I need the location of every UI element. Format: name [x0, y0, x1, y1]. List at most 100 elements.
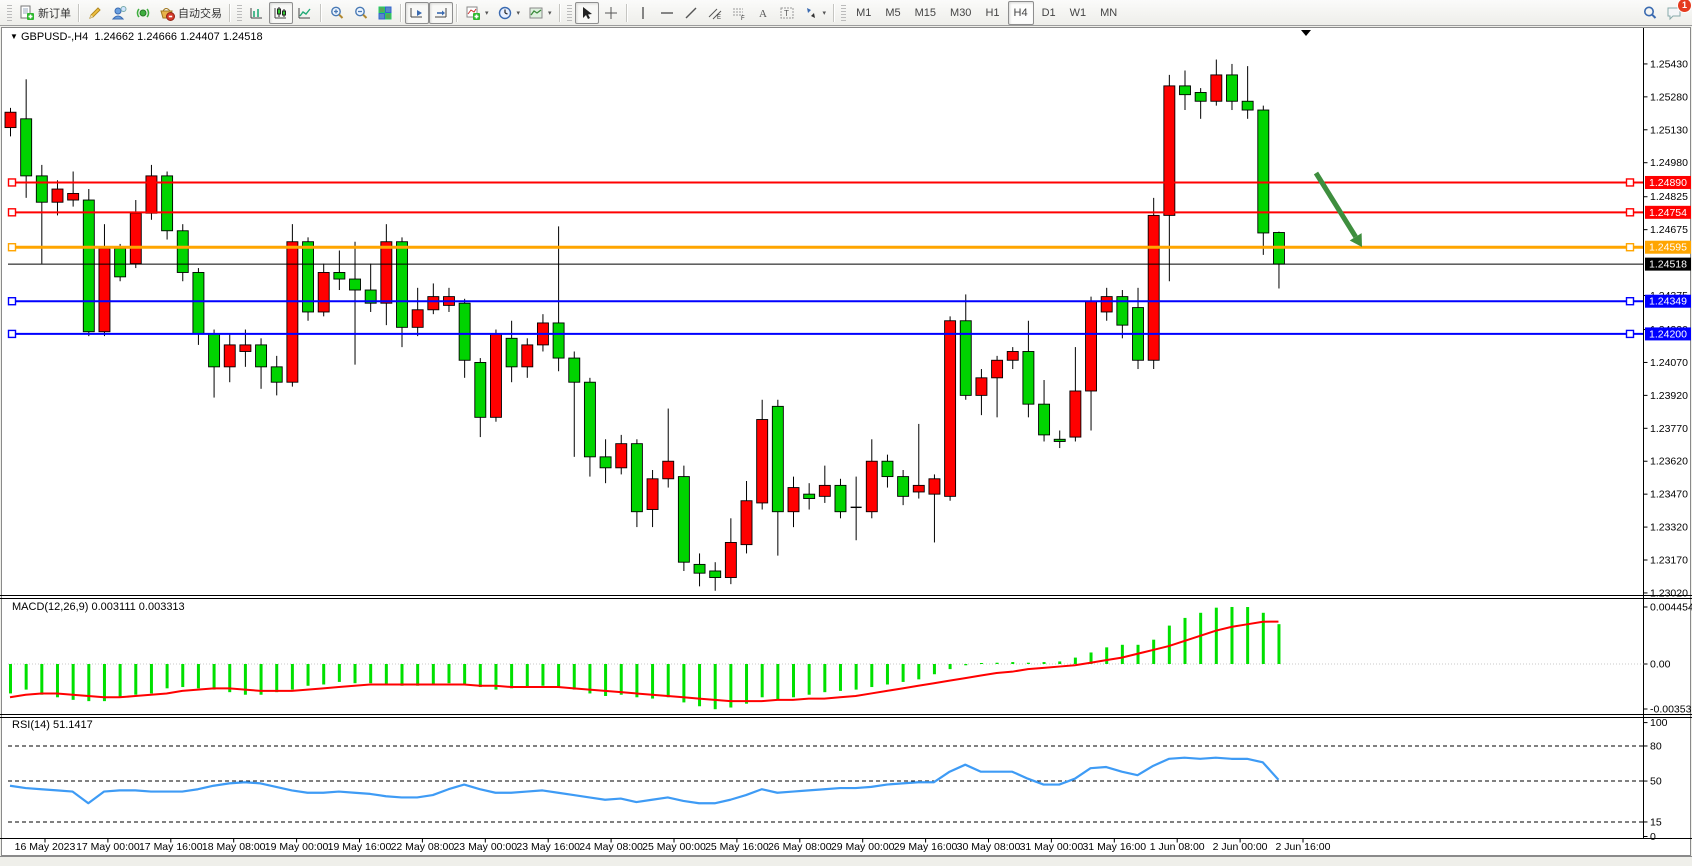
- price-tick-label: 1.25280: [1650, 91, 1688, 103]
- svg-text:1.24349: 1.24349: [1649, 296, 1687, 308]
- chat-button[interactable]: 1: [1662, 0, 1692, 24]
- time-tick-label: 29 May 16:00: [894, 841, 958, 853]
- macd-name: MACD(12,26,9): [12, 601, 89, 613]
- text-button[interactable]: A: [751, 2, 775, 24]
- trendline-button[interactable]: [679, 2, 703, 24]
- search-button[interactable]: [1638, 2, 1662, 24]
- time-tick-label: 26 May 08:00: [768, 841, 832, 853]
- line-handle[interactable]: [7, 329, 17, 339]
- vertical-line-button[interactable]: [631, 2, 655, 24]
- tile-windows-button[interactable]: [373, 2, 397, 24]
- candlestick-chart-button[interactable]: [269, 1, 293, 24]
- equidistant-channel-button[interactable]: E: [703, 2, 727, 24]
- line-handle[interactable]: [1625, 329, 1635, 339]
- time-tick-label: 22 May 08:00: [391, 841, 455, 853]
- chevron-down-icon: ▾: [822, 9, 827, 17]
- line-handle[interactable]: [1625, 208, 1635, 217]
- zoom-in-icon: [331, 6, 344, 19]
- line-chart-button[interactable]: [293, 2, 317, 24]
- shift-marker-icon[interactable]: [1301, 30, 1311, 36]
- time-tick-label: 17 May 00:00: [76, 841, 140, 853]
- price-tag: [1645, 205, 1691, 219]
- down-arrow-annotation[interactable]: [1313, 171, 1358, 239]
- macd-tick-label: -0.003533: [1650, 704, 1692, 716]
- rsi-line: [9, 756, 1280, 805]
- arrows-button[interactable]: ▾: [799, 2, 831, 24]
- main-toolbar: 新订单 自动交易: [0, 0, 1692, 26]
- svg-text:1.24200: 1.24200: [1649, 328, 1687, 340]
- time-tick-label: 25 May 00:00: [642, 841, 706, 853]
- fibonacci-icon: F: [732, 8, 745, 21]
- zoom-out-icon: [355, 6, 368, 19]
- line-handle[interactable]: [7, 208, 17, 217]
- line-handle[interactable]: [7, 178, 17, 187]
- price-tick-label: 1.24980: [1650, 157, 1688, 169]
- horizontal-scrollbar[interactable]: [0, 856, 1692, 866]
- price-tags: 1.24890 1.24754 1.24595 1.24349 1.24200 1.245…: [1645, 175, 1691, 341]
- line-handle[interactable]: [7, 297, 17, 306]
- crosshair-button[interactable]: [599, 2, 623, 24]
- tf-w1-button[interactable]: W1: [1069, 6, 1087, 19]
- auto-scroll-button[interactable]: [405, 1, 429, 24]
- symbol-title: GBPUSD-,H4: [20, 31, 89, 43]
- crayon-icon: [89, 6, 101, 19]
- horizontal-line-icon: [660, 11, 673, 14]
- zoom-in-button[interactable]: [325, 2, 349, 24]
- equidistant-channel-icon: E: [708, 8, 721, 21]
- fibonacci-button[interactable]: F: [727, 2, 751, 24]
- bar-chart-button[interactable]: [245, 2, 269, 24]
- chevron-down-icon: ▾: [485, 9, 489, 17]
- time-tick-label: 2 Jun 00:00: [1213, 841, 1268, 853]
- signals-button[interactable]: [131, 2, 155, 24]
- price-axis: 1.25430 1.25280 1.25130 1.24980 1.24825 1.246…: [1643, 58, 1692, 843]
- cursor-button[interactable]: [574, 1, 599, 24]
- price-tick-label: 1.23770: [1650, 423, 1688, 435]
- rsi-tick-label: 15: [1650, 816, 1662, 828]
- text-label-button[interactable]: T: [775, 2, 799, 24]
- tf-m15-button[interactable]: M15: [914, 6, 937, 19]
- tf-m1-button[interactable]: M1: [856, 6, 872, 19]
- add-indicator-button[interactable]: ▾: [461, 2, 493, 24]
- tf-m5-button[interactable]: M5: [885, 6, 901, 19]
- toolbar-grip[interactable]: [7, 4, 12, 21]
- svg-text:1.24518: 1.24518: [1649, 259, 1687, 271]
- toolbar-grip[interactable]: [237, 4, 242, 21]
- symbol-expander[interactable]: ▼: [10, 32, 18, 41]
- separators-layer: [0, 28, 1692, 839]
- templates-button[interactable]: ▾: [524, 2, 556, 24]
- annotations-layer: [1301, 30, 1362, 247]
- macd-signal-line: [9, 620, 1279, 703]
- tf-mn-button[interactable]: MN: [1100, 6, 1118, 19]
- macd-values: 0.003111 0.003313: [91, 601, 185, 613]
- line-handle[interactable]: [1625, 297, 1635, 306]
- tf-h4-button[interactable]: H4: [1007, 0, 1034, 25]
- price-tick-label: 1.23620: [1650, 456, 1688, 468]
- auto-trading-button[interactable]: 自动交易: [155, 2, 226, 24]
- profile-button[interactable]: [107, 2, 131, 24]
- zoom-out-button[interactable]: [349, 2, 373, 24]
- macd-pane-label: MACD(12,26,9) 0.003111 0.003313: [12, 601, 185, 613]
- periods-button[interactable]: ▾: [493, 2, 525, 24]
- macd-tick-label: 0.00: [1650, 659, 1671, 671]
- rsi-tick-label: 0: [1650, 831, 1656, 843]
- price-tick-label: 1.24070: [1650, 357, 1688, 369]
- notification-badge: 1: [1677, 0, 1692, 13]
- horizontal-line-button[interactable]: [655, 2, 679, 24]
- price-tag: [1645, 175, 1691, 189]
- new-order-button[interactable]: 新订单: [15, 2, 75, 24]
- tf-h1-button[interactable]: H1: [985, 6, 1000, 19]
- line-handle[interactable]: [7, 243, 17, 252]
- toolbar-grip[interactable]: [841, 4, 847, 21]
- rsi-tick-label: 80: [1650, 740, 1662, 752]
- line-handle[interactable]: [1625, 243, 1635, 252]
- chart-shift-button[interactable]: [429, 1, 453, 24]
- crayon-button[interactable]: [83, 2, 107, 24]
- line-handle[interactable]: [1625, 178, 1635, 187]
- tf-m30-button[interactable]: M30: [950, 6, 972, 19]
- price-tag: [1645, 327, 1691, 341]
- toolbar-grip[interactable]: [566, 4, 572, 21]
- tf-d1-button[interactable]: D1: [1041, 6, 1056, 19]
- time-tick-label: 2 Jun 16:00: [1276, 841, 1331, 853]
- price-tick-label: 1.25130: [1650, 124, 1688, 136]
